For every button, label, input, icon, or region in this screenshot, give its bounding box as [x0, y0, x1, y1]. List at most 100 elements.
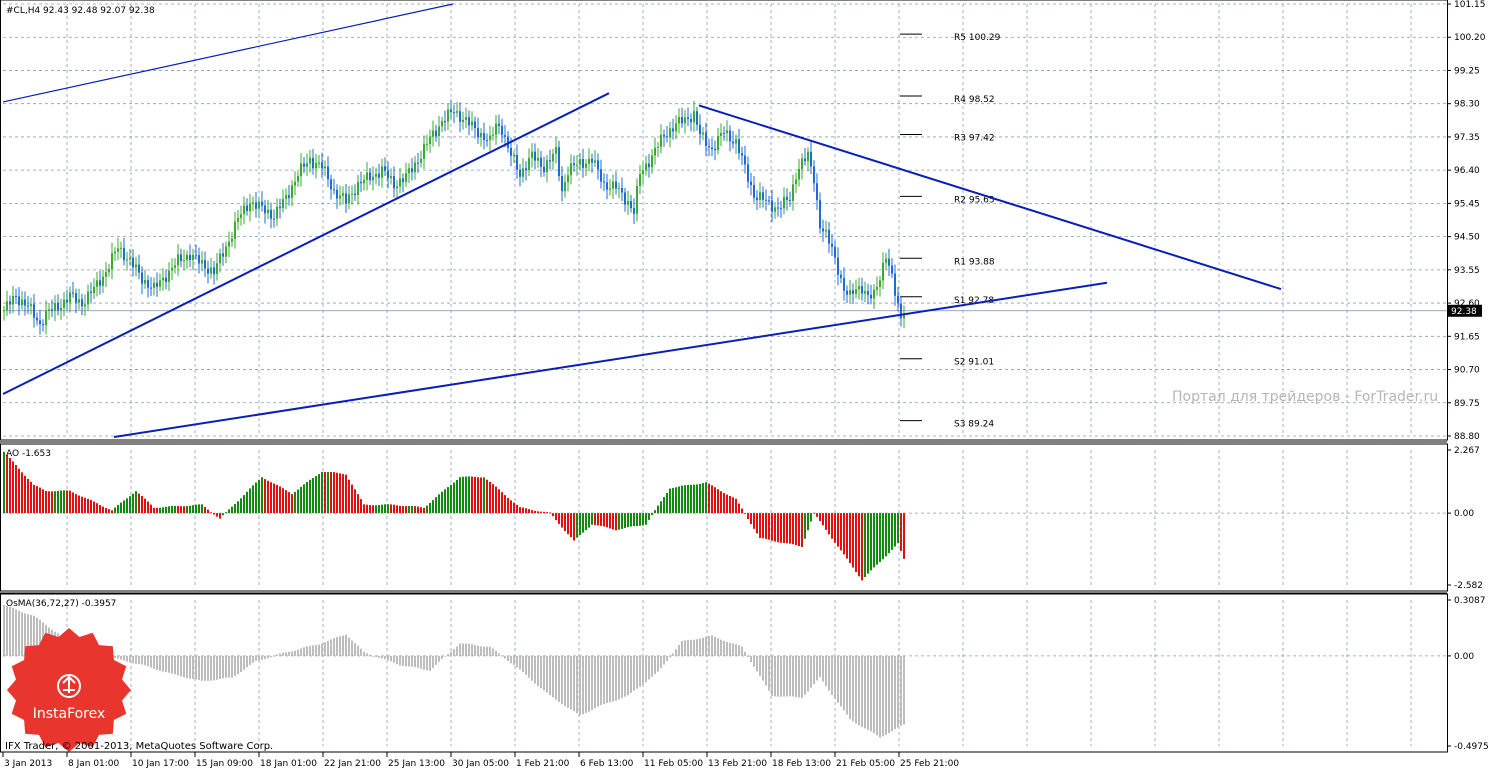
price-tick-label: 97.35 [1454, 133, 1480, 143]
histogram-bar [348, 479, 350, 514]
candle-body [894, 273, 896, 296]
histogram-bar [303, 484, 305, 514]
histogram-bar [192, 655, 194, 680]
histogram-bar [786, 513, 788, 544]
histogram-bar [414, 506, 416, 514]
histogram-bar [837, 513, 839, 547]
histogram-bar [195, 655, 197, 680]
histogram-bar [6, 454, 8, 514]
candle-body [747, 164, 749, 182]
candle-body [633, 208, 635, 214]
histogram-bar [210, 512, 212, 514]
histogram-bar [426, 505, 428, 514]
histogram-bar [654, 655, 656, 675]
candle-body [48, 309, 50, 311]
histogram-bar [816, 655, 818, 681]
price-tick-label: 101.15 [1454, 0, 1486, 10]
histogram-bar [153, 507, 155, 514]
histogram-bar [840, 513, 842, 551]
histogram-bar [882, 513, 884, 560]
candle-body [573, 163, 575, 166]
histogram-bar [429, 655, 431, 671]
histogram-bar [453, 649, 455, 656]
histogram-bar [228, 509, 230, 514]
candle-body [324, 166, 326, 169]
trendline[interactable] [698, 104, 1282, 291]
histogram-bar [126, 655, 128, 662]
candle-body [129, 257, 131, 260]
candle-body [117, 248, 119, 252]
histogram-bar [684, 640, 686, 656]
candle-body [492, 134, 494, 136]
trendline[interactable] [2, 92, 610, 395]
histogram-bar [765, 513, 767, 539]
histogram-bar [888, 655, 890, 734]
histogram-bar [576, 513, 578, 538]
histogram-bar [678, 486, 680, 514]
histogram-bar [546, 512, 548, 514]
histogram-bar [114, 655, 116, 659]
histogram-bar [354, 643, 356, 656]
histogram-bar [621, 655, 623, 699]
histogram-bar [849, 655, 851, 719]
candle-body [879, 280, 881, 287]
histogram-bar [639, 513, 641, 526]
ao-histogram [3, 451, 905, 581]
histogram-bar [765, 655, 767, 686]
time-tick-label: 10 Jan 17:00 [132, 759, 189, 769]
candle-body [888, 258, 890, 266]
histogram-bar [783, 655, 785, 697]
histogram-bar [804, 655, 806, 695]
trendline[interactable] [113, 281, 1108, 439]
candle-body [561, 176, 563, 192]
candle-body [513, 154, 515, 156]
candle-body [570, 163, 572, 176]
histogram-bar [789, 655, 791, 697]
histogram-bar [597, 513, 599, 526]
candle-body [369, 172, 371, 181]
candle-body [828, 229, 830, 244]
histogram-bar [192, 505, 194, 514]
candle-body [801, 158, 803, 169]
histogram-bar [864, 655, 866, 729]
candle-body [876, 286, 878, 290]
candle-body [549, 160, 551, 162]
time-tick-label: 8 Jan 01:00 [68, 759, 120, 769]
histogram-bar [297, 649, 299, 656]
histogram-bar [441, 491, 443, 514]
histogram-bar [339, 473, 341, 514]
histogram-bar [522, 655, 524, 673]
candle-body [618, 187, 620, 189]
histogram-bar [180, 655, 182, 677]
histogram-bar [621, 513, 623, 529]
candle-body [495, 123, 497, 135]
histogram-bar [660, 655, 662, 669]
candle-body [687, 117, 689, 120]
candle-body [603, 181, 605, 183]
candle-body [810, 151, 812, 167]
histogram-bar [852, 513, 854, 568]
candle-body [411, 168, 413, 173]
histogram-bar [834, 655, 836, 699]
candle-body [750, 181, 752, 185]
trendlines[interactable] [2, 3, 1282, 439]
histogram-bar [204, 655, 206, 681]
histogram-bar [372, 505, 374, 514]
candle-body [381, 166, 383, 178]
histogram-bar [468, 643, 470, 656]
candle-body [162, 277, 164, 281]
histogram-bar [240, 498, 242, 514]
candle-body [735, 139, 737, 144]
histogram-bar [504, 495, 506, 514]
histogram-bar [606, 513, 608, 528]
histogram-bar [465, 643, 467, 656]
candle-body [546, 160, 548, 173]
candle-body [72, 292, 74, 294]
histogram-bar [525, 508, 527, 514]
histogram-bar [435, 497, 437, 514]
candle-body [522, 168, 524, 177]
histogram-bar [441, 655, 443, 659]
histogram-bar [213, 655, 215, 681]
trendline[interactable] [2, 3, 454, 103]
